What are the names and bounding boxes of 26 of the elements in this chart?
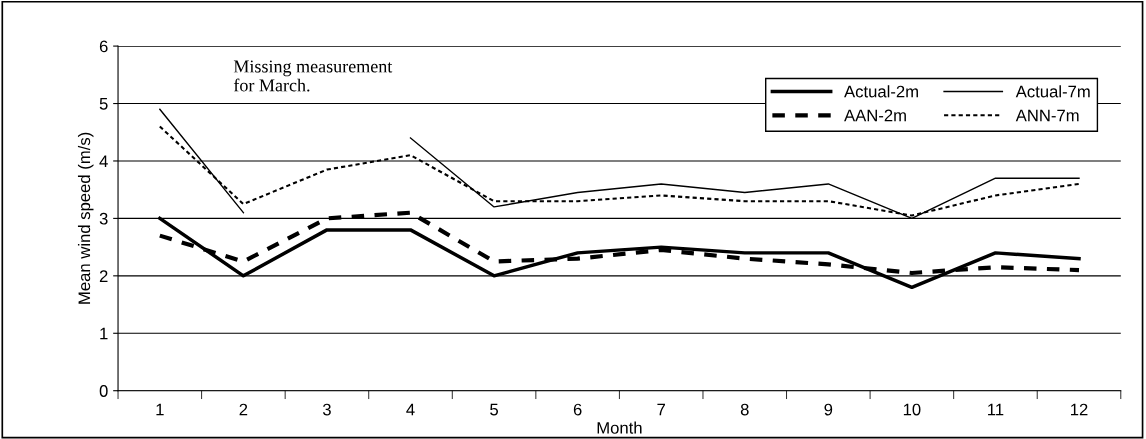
legend-label: ANN-7m <box>1015 109 1079 122</box>
y-tick-label: 2 <box>99 270 108 282</box>
x-tick-label: 2 <box>239 403 248 416</box>
x-tick-label: 7 <box>657 403 665 416</box>
y-tick-label: 6 <box>99 40 108 53</box>
x-tick-label: 3 <box>322 403 331 416</box>
x-tick-label: 5 <box>490 403 499 416</box>
legend-label: AAN-2m <box>844 109 906 122</box>
x-tick-label: 1 <box>156 403 164 416</box>
x-axis-title: Month <box>597 421 642 434</box>
x-tick-label: 11 <box>988 403 1004 416</box>
x-tick-label: 10 <box>903 403 921 416</box>
y-tick-label: 5 <box>99 98 108 110</box>
x-tick-label: 4 <box>406 403 415 416</box>
y-axis-title: Mean wind speed (m/s) <box>77 132 94 304</box>
x-tick-label: 12 <box>1071 403 1088 416</box>
y-tick-label: 4 <box>99 155 108 168</box>
y-tick-label: 1 <box>100 327 108 340</box>
y-tick-label: 0 <box>99 385 108 397</box>
x-tick-label: 6 <box>573 403 582 416</box>
legend-label: Actual-2m <box>844 85 918 98</box>
legend-label: Actual-7m <box>1015 85 1090 98</box>
y-tick-label: 3 <box>99 212 108 225</box>
x-tick-label: 8 <box>740 403 749 416</box>
annotation: Missing measurement for March. <box>233 60 393 92</box>
x-tick-label: 9 <box>824 403 833 416</box>
